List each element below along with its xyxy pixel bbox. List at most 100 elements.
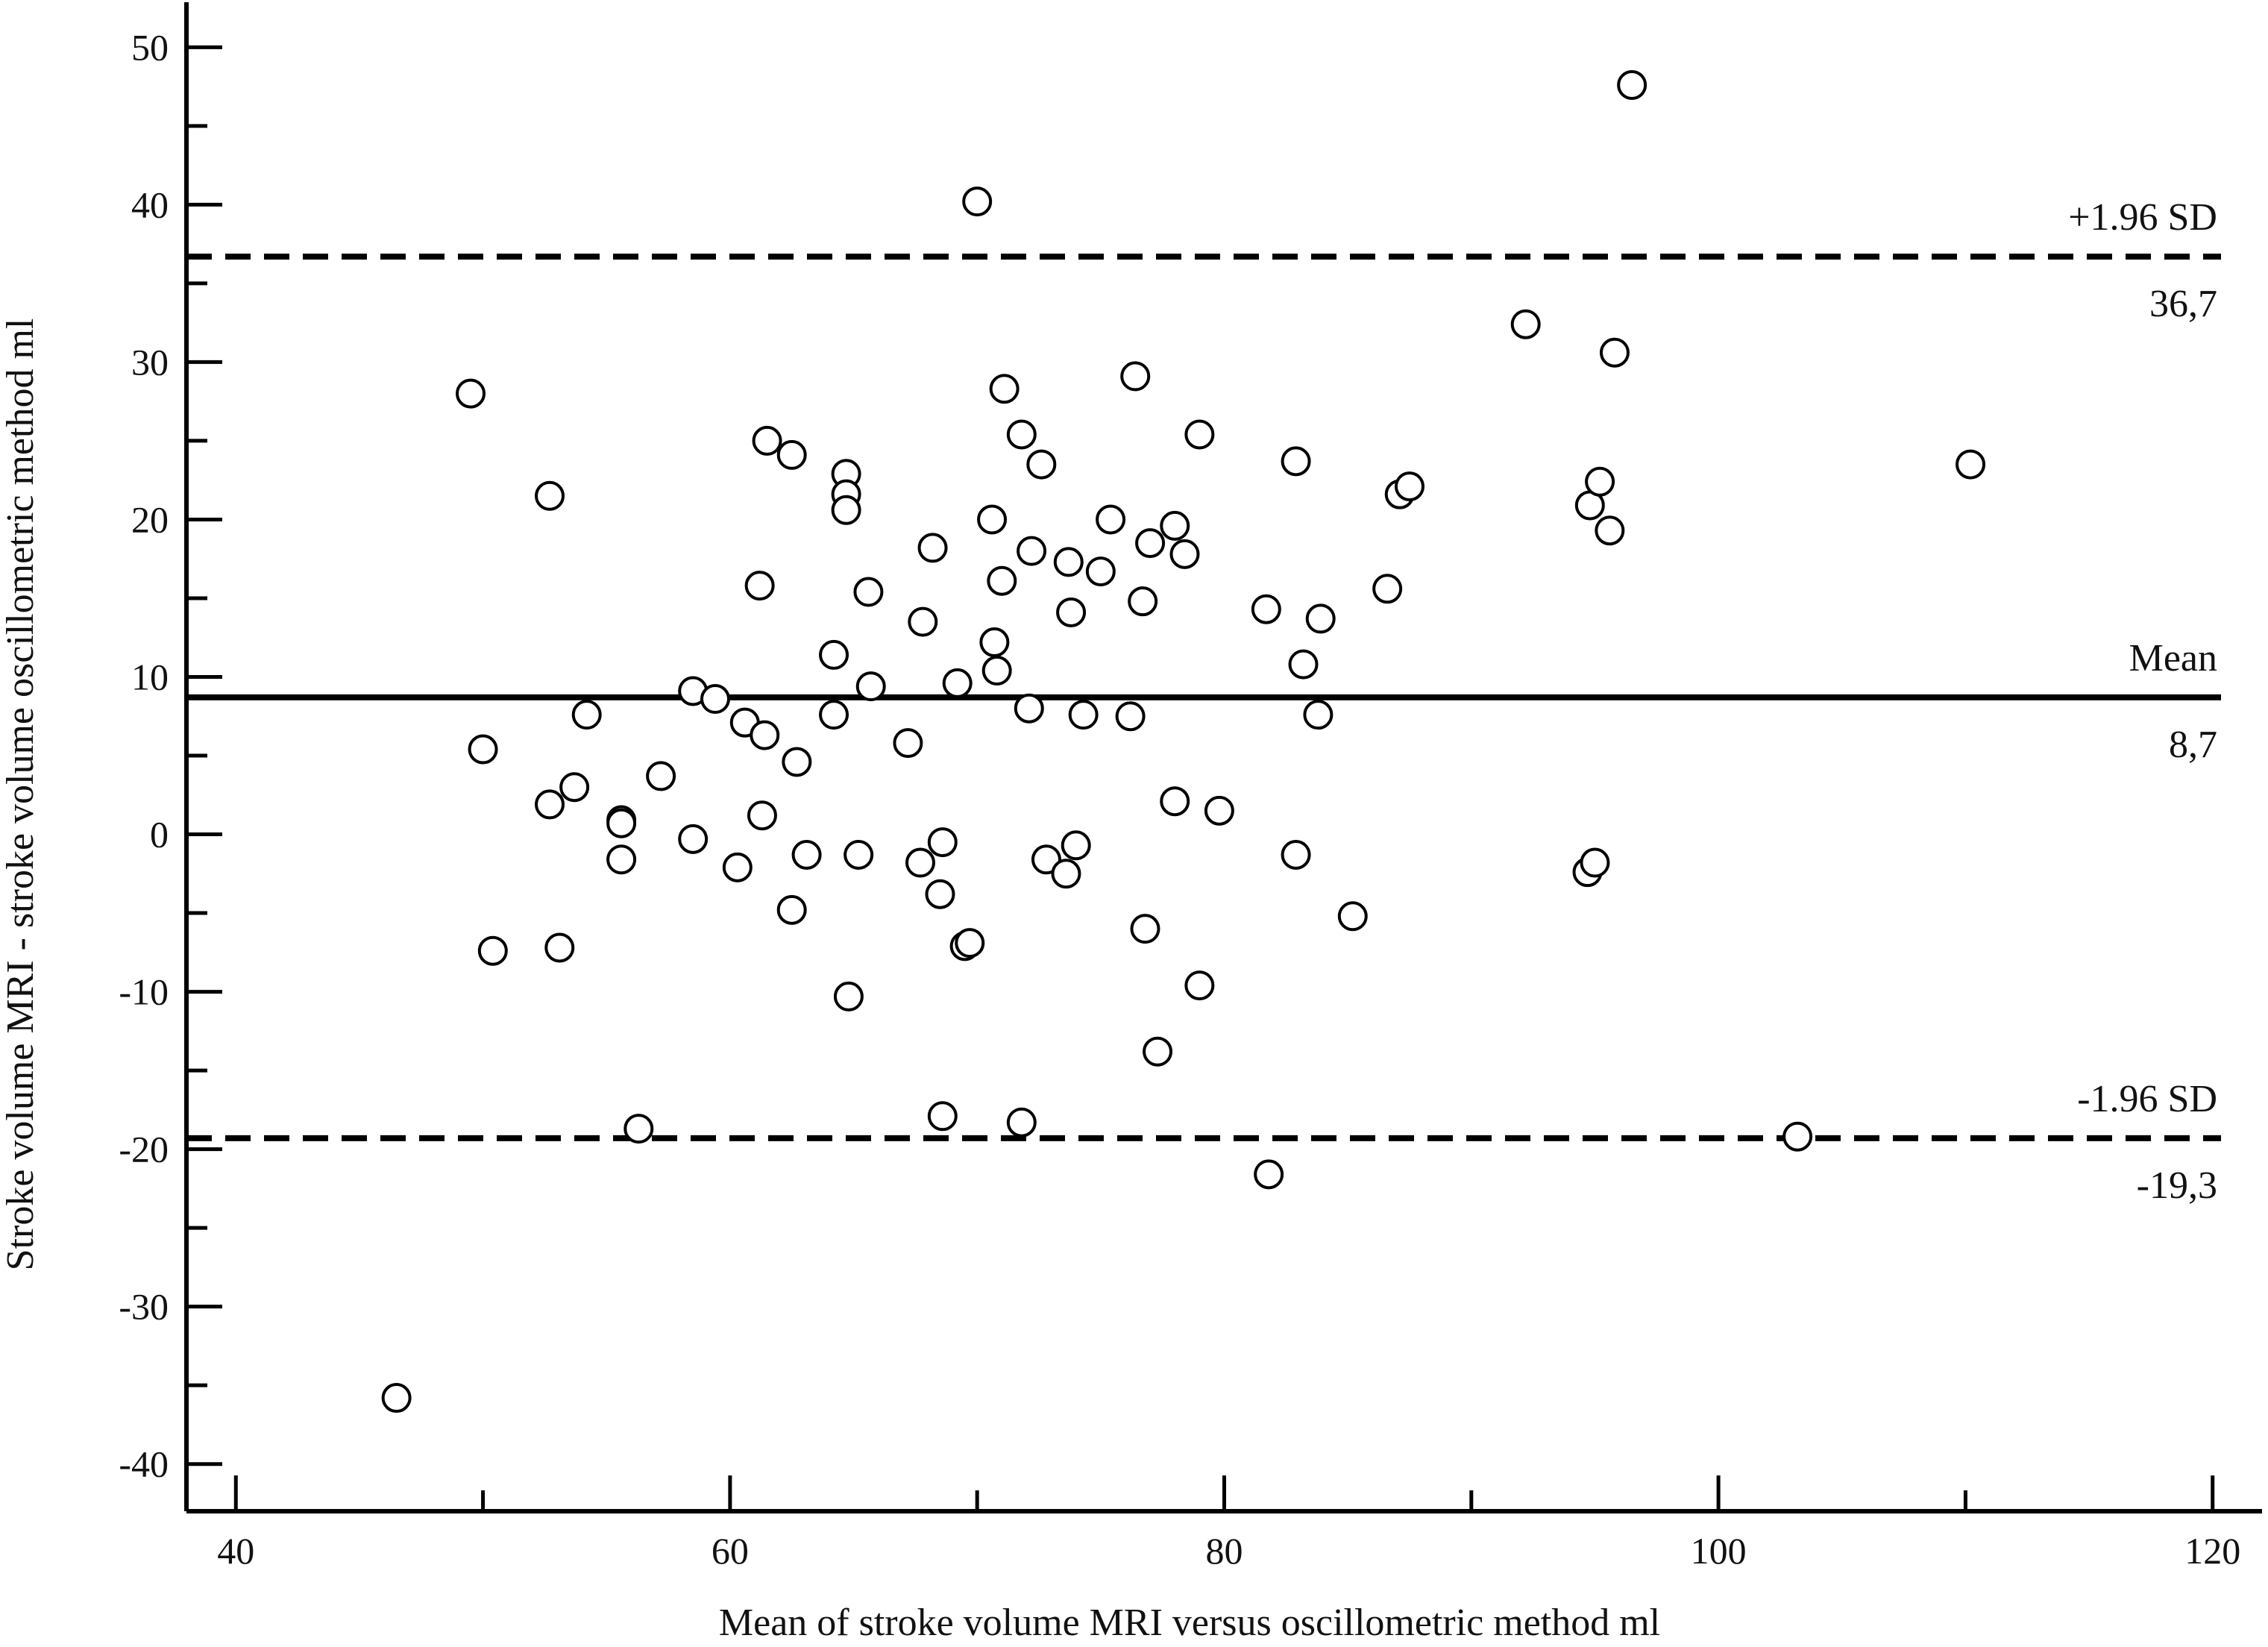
data-point <box>962 186 993 217</box>
data-point <box>1051 859 1081 889</box>
data-point <box>623 1114 654 1144</box>
data-point <box>819 700 849 730</box>
data-point <box>1184 970 1215 1001</box>
data-point <box>1204 795 1234 826</box>
data-point <box>559 772 590 803</box>
data-point <box>535 480 565 511</box>
x-tick-label: 120 <box>2184 1530 2240 1572</box>
data-point <box>908 606 938 637</box>
data-point <box>1014 693 1044 724</box>
data-point <box>1281 446 1311 477</box>
data-points <box>381 69 1986 1414</box>
data-point <box>722 852 753 882</box>
data-point <box>1251 594 1281 624</box>
data-point <box>678 824 709 854</box>
data-point <box>1617 69 1647 100</box>
y-tick-label: -20 <box>119 1129 169 1170</box>
data-point <box>791 839 822 870</box>
data-point <box>1056 597 1087 627</box>
data-point <box>1305 603 1336 634</box>
data-point <box>1006 1107 1037 1138</box>
data-point <box>747 800 777 831</box>
data-point <box>1160 510 1190 541</box>
data-point <box>1372 574 1403 604</box>
x-tick-label: 100 <box>1691 1530 1747 1572</box>
data-point <box>893 728 923 759</box>
data-point <box>1017 536 1047 566</box>
data-point <box>981 656 1012 686</box>
data-point <box>477 935 508 966</box>
data-point <box>1337 901 1368 932</box>
data-point <box>606 844 637 875</box>
data-point <box>1595 515 1625 546</box>
data-point <box>1130 914 1160 944</box>
data-point <box>1303 700 1334 730</box>
data-point <box>1585 466 1615 497</box>
data-point <box>987 565 1017 596</box>
data-point <box>1184 419 1215 450</box>
data-point <box>989 374 1020 404</box>
data-point <box>1281 839 1311 870</box>
y-tick-label: -40 <box>119 1443 169 1485</box>
data-point <box>535 789 565 820</box>
data-point <box>1143 1036 1173 1067</box>
data-point <box>819 639 849 670</box>
data-point <box>925 879 955 909</box>
data-point <box>1956 449 1986 480</box>
data-point <box>752 425 782 456</box>
data-point <box>844 839 874 870</box>
data-point <box>855 671 886 702</box>
data-point <box>853 577 884 607</box>
data-point <box>1006 419 1037 450</box>
data-point <box>955 928 985 959</box>
x-tick-label: 40 <box>217 1530 254 1572</box>
data-point <box>1394 471 1424 502</box>
data-point <box>544 932 575 963</box>
data-point <box>468 734 498 765</box>
data-point <box>1128 586 1158 617</box>
data-point <box>456 378 486 409</box>
data-point <box>1053 547 1084 577</box>
data-point <box>1120 361 1151 392</box>
data-point <box>1026 449 1057 480</box>
y-axis-title: Stroke volume MRI - stroke volume oscill… <box>0 319 42 1271</box>
x-axis-title: Mean of stroke volume MRI versus oscillo… <box>719 1601 1660 1644</box>
data-point <box>1068 700 1099 730</box>
data-point <box>917 533 948 563</box>
data-point <box>1160 786 1190 817</box>
reference-line-value: -19,3 <box>2137 1164 2217 1207</box>
data-point <box>833 981 864 1011</box>
data-point <box>776 439 807 470</box>
data-point <box>1782 1121 1813 1152</box>
data-point <box>1031 844 1061 875</box>
data-point <box>782 747 812 777</box>
y-tick-label: 0 <box>150 814 169 856</box>
y-tick-label: 20 <box>131 498 169 540</box>
data-point <box>1115 701 1146 732</box>
reference-lines: +1.96 SD 36,7 Mean 8,7 -1.96 SD -19,3 <box>186 196 2221 1207</box>
data-point <box>1599 337 1630 368</box>
y-tick-label: 40 <box>131 183 169 225</box>
y-tick-label: 50 <box>131 26 169 68</box>
data-point <box>927 827 958 858</box>
data-point <box>942 668 973 698</box>
data-point <box>646 761 676 791</box>
reference-line-name: +1.96 SD <box>2068 196 2217 239</box>
data-point <box>606 808 637 838</box>
data-point <box>979 627 1010 658</box>
data-point <box>977 504 1008 535</box>
data-point <box>776 894 807 925</box>
x-tick-label: 60 <box>712 1530 749 1572</box>
data-point <box>1580 847 1610 878</box>
reference-line-name: -1.96 SD <box>2077 1078 2217 1120</box>
reference-line-name: Mean <box>2129 637 2217 680</box>
y-tick-label: -10 <box>119 971 169 1013</box>
data-point <box>1085 556 1116 587</box>
data-point <box>1096 504 1126 535</box>
data-point <box>1510 309 1541 339</box>
data-point <box>1135 528 1166 559</box>
y-tick-label: -30 <box>119 1286 169 1328</box>
data-point <box>1288 649 1319 680</box>
data-point <box>700 684 731 715</box>
